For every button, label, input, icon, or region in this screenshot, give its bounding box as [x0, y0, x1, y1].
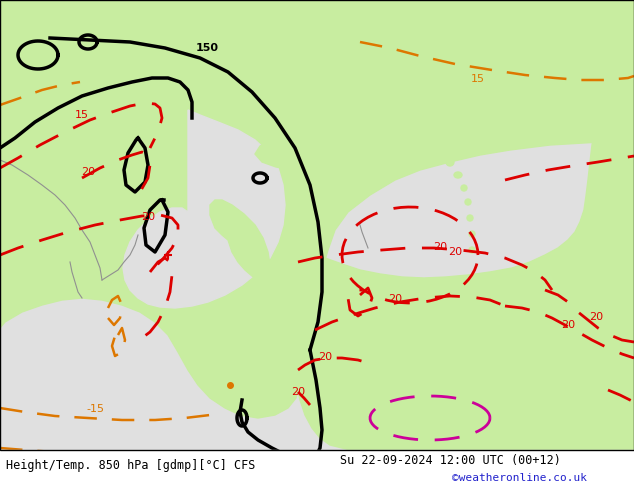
Text: 20: 20	[433, 242, 447, 252]
Polygon shape	[328, 90, 350, 138]
Polygon shape	[0, 0, 634, 418]
Text: 20: 20	[561, 320, 575, 330]
Bar	[0, 450, 634, 490]
Text: 20: 20	[141, 212, 155, 222]
Polygon shape	[295, 88, 634, 450]
Polygon shape	[123, 110, 285, 308]
Text: 20: 20	[589, 312, 603, 322]
Text: 20: 20	[448, 247, 462, 257]
Polygon shape	[410, 147, 426, 155]
Text: 15: 15	[471, 74, 485, 84]
Text: 20: 20	[318, 352, 332, 362]
Ellipse shape	[465, 199, 471, 205]
Text: Su 22-09-2024 12:00 UTC (00+12): Su 22-09-2024 12:00 UTC (00+12)	[340, 454, 561, 466]
Text: 20: 20	[291, 387, 305, 397]
Text: 20: 20	[81, 167, 95, 177]
Polygon shape	[355, 145, 402, 158]
Text: Height/Temp. 850 hPa [gdmp][°C] CFS: Height/Temp. 850 hPa [gdmp][°C] CFS	[6, 459, 256, 471]
Ellipse shape	[469, 231, 475, 237]
Text: 20: 20	[388, 294, 402, 304]
Polygon shape	[255, 142, 350, 170]
Ellipse shape	[461, 185, 467, 191]
Ellipse shape	[454, 172, 462, 178]
Text: 150: 150	[195, 43, 219, 53]
Ellipse shape	[435, 148, 445, 156]
Text: -15: -15	[86, 404, 104, 414]
Ellipse shape	[467, 215, 473, 221]
Polygon shape	[210, 200, 270, 280]
Ellipse shape	[469, 247, 475, 253]
Ellipse shape	[446, 158, 454, 166]
Text: ©weatheronline.co.uk: ©weatheronline.co.uk	[452, 473, 587, 483]
Polygon shape	[288, 168, 312, 177]
Text: 15: 15	[75, 110, 89, 120]
